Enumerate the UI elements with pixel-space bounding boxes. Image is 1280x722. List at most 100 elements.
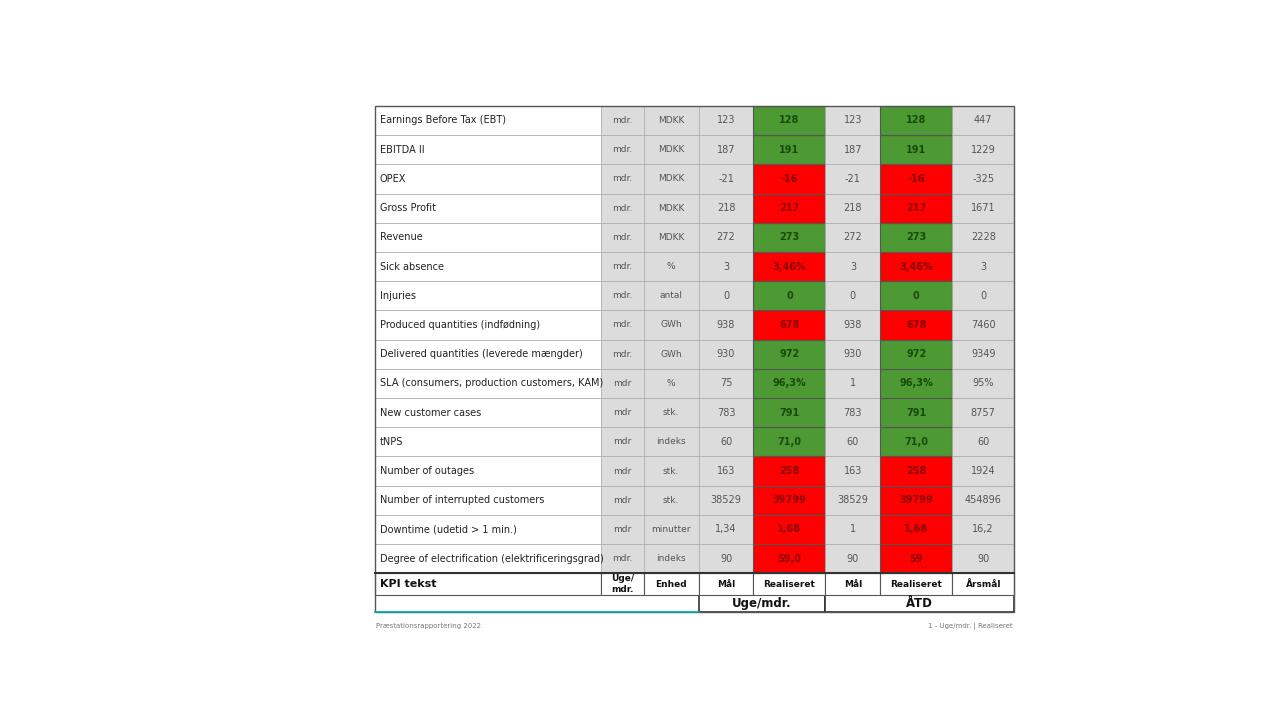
Bar	[881, 398, 952, 427]
Text: 3,46%: 3,46%	[773, 261, 806, 271]
Text: -325: -325	[972, 174, 995, 184]
Bar	[375, 135, 602, 165]
Bar	[754, 456, 826, 486]
Text: 0: 0	[980, 291, 987, 301]
Bar	[375, 193, 602, 223]
Text: Gross Profit: Gross Profit	[380, 203, 435, 213]
Text: Injuries: Injuries	[380, 291, 416, 301]
Bar	[602, 193, 644, 223]
Bar	[699, 106, 754, 135]
Bar	[754, 252, 826, 281]
Bar	[952, 456, 1014, 486]
Bar	[699, 515, 754, 544]
Text: 273: 273	[780, 232, 800, 243]
Text: mdr.: mdr.	[612, 204, 632, 213]
Bar	[602, 310, 644, 339]
Bar	[375, 310, 602, 339]
Text: %: %	[667, 262, 676, 271]
Text: 791: 791	[780, 408, 800, 417]
Bar	[826, 106, 881, 135]
Text: mdr: mdr	[613, 408, 631, 417]
Text: 1924: 1924	[970, 466, 996, 476]
Text: -16: -16	[781, 174, 799, 184]
Text: 783: 783	[844, 408, 863, 417]
Bar	[952, 427, 1014, 456]
Text: Delivered quantities (leverede mængder): Delivered quantities (leverede mængder)	[380, 349, 582, 359]
Text: mdr.: mdr.	[612, 349, 632, 359]
Text: mdr.: mdr.	[612, 321, 632, 329]
Bar	[754, 573, 826, 595]
Text: 60: 60	[847, 437, 859, 447]
Bar	[754, 398, 826, 427]
Bar	[644, 486, 699, 515]
Text: 217: 217	[780, 203, 800, 213]
Text: New customer cases: New customer cases	[380, 408, 481, 417]
Bar	[826, 369, 881, 398]
Text: 678: 678	[906, 320, 927, 330]
Bar	[952, 398, 1014, 427]
Bar	[699, 427, 754, 456]
Text: 8757: 8757	[970, 408, 996, 417]
Text: 0: 0	[723, 291, 730, 301]
Text: mdr.: mdr.	[612, 262, 632, 271]
Text: 59: 59	[910, 554, 923, 564]
Bar	[952, 165, 1014, 193]
Bar	[826, 339, 881, 369]
Text: 163: 163	[844, 466, 863, 476]
Bar	[602, 573, 644, 595]
Bar	[375, 398, 602, 427]
Text: 123: 123	[844, 116, 863, 126]
Text: 0: 0	[850, 291, 856, 301]
Bar	[699, 595, 826, 612]
Text: 71,0: 71,0	[777, 437, 801, 447]
Bar	[699, 486, 754, 515]
Bar	[952, 310, 1014, 339]
Text: 39799: 39799	[900, 495, 933, 505]
Bar	[699, 456, 754, 486]
Text: stk.: stk.	[663, 408, 680, 417]
Text: 3,46%: 3,46%	[900, 261, 933, 271]
Bar	[602, 252, 644, 281]
Bar	[644, 252, 699, 281]
Text: 187: 187	[844, 144, 863, 155]
Text: Degree of electrification (elektrificeringsgrad): Degree of electrification (elektrificeri…	[380, 554, 603, 564]
Bar	[881, 310, 952, 339]
Bar	[699, 398, 754, 427]
Bar	[754, 427, 826, 456]
Text: 218: 218	[717, 203, 735, 213]
Bar	[644, 310, 699, 339]
Bar	[644, 398, 699, 427]
Text: 90: 90	[719, 554, 732, 564]
Bar	[881, 223, 952, 252]
Text: 0: 0	[786, 291, 792, 301]
Text: 938: 938	[717, 320, 735, 330]
Text: Number of interrupted customers: Number of interrupted customers	[380, 495, 544, 505]
Bar	[952, 515, 1014, 544]
Bar	[375, 544, 602, 573]
Bar	[754, 193, 826, 223]
Bar	[952, 486, 1014, 515]
Bar	[952, 135, 1014, 165]
Bar	[952, 281, 1014, 310]
Text: 191: 191	[906, 144, 927, 155]
Text: 1671: 1671	[970, 203, 996, 213]
Text: ÅTD: ÅTD	[906, 597, 933, 610]
Bar	[644, 339, 699, 369]
Bar	[375, 165, 602, 193]
Bar	[952, 369, 1014, 398]
Text: Revenue: Revenue	[380, 232, 422, 243]
Text: 38529: 38529	[837, 495, 868, 505]
Bar	[602, 106, 644, 135]
Bar	[699, 135, 754, 165]
Text: mdr: mdr	[613, 379, 631, 388]
Bar	[644, 544, 699, 573]
Bar	[602, 281, 644, 310]
Bar	[952, 573, 1014, 595]
Bar	[952, 193, 1014, 223]
Text: 90: 90	[847, 554, 859, 564]
Text: 930: 930	[844, 349, 863, 359]
Text: 90: 90	[977, 554, 989, 564]
Bar	[375, 595, 699, 612]
Bar	[881, 515, 952, 544]
Bar	[644, 515, 699, 544]
